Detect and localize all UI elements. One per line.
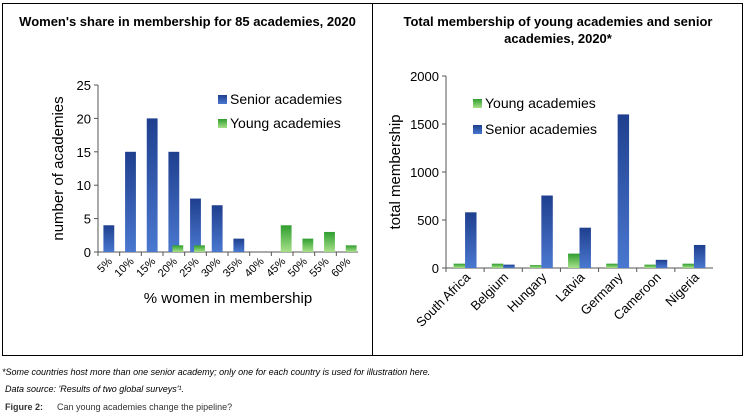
bar-senior-academies-35 <box>233 238 245 252</box>
bar-senior-academies-cameroon <box>655 259 668 268</box>
bar-senior-academies-south-africa <box>465 212 477 268</box>
bar-young-academies-60 <box>345 245 357 252</box>
x-tick-label-south-africa: South Africa <box>413 269 474 330</box>
bar-young-academies-45 <box>280 225 292 252</box>
bar-young-academies-latvia <box>568 253 580 268</box>
footnote-survey-note: *Some countries host more than one senio… <box>2 367 431 377</box>
y-tick-label: 0 <box>432 261 439 276</box>
bar-senior-academies-20 <box>168 151 180 252</box>
y-tick-label: 10 <box>77 178 91 193</box>
y-tick-label: 20 <box>77 111 91 126</box>
bar-young-academies-hungary <box>529 265 542 268</box>
legend-label-young-academies: Young academies <box>485 95 596 111</box>
bar-senior-academies-germany <box>617 114 630 269</box>
figure-caption-text: Can young academies change the pipeline? <box>57 402 233 412</box>
y-tick-label: 1500 <box>410 117 439 132</box>
bar-senior-academies-10 <box>125 151 136 252</box>
chart-title-left: Women's share in membership for 85 acade… <box>19 14 356 29</box>
figure-number: Figure 2: <box>5 402 44 412</box>
figure-caption: Figure 2: Can young academies change the … <box>5 402 232 412</box>
y-tick-label: 0 <box>84 245 91 260</box>
bar-young-academies-55 <box>324 231 335 252</box>
bar-young-academies-cameroon <box>644 264 656 268</box>
y-tick-label: 25 <box>77 78 91 93</box>
bar-senior-academies-30 <box>211 205 223 252</box>
legend-label-senior-academies: Senior academies <box>230 91 342 107</box>
legend-label-young-academies: Young academies <box>230 115 341 131</box>
x-tick-label-nigeria: Nigeria <box>662 269 702 309</box>
bar-senior-academies-25 <box>190 198 201 252</box>
legend-swatch-senior-academies <box>473 125 482 134</box>
legend-swatch-senior-academies <box>218 95 227 104</box>
bar-senior-academies-belgium <box>503 264 515 268</box>
legend-label-senior-academies: Senior academies <box>485 121 597 137</box>
bar-senior-academies-5 <box>103 225 115 252</box>
y-tick-label: 500 <box>417 213 439 228</box>
bar-senior-academies-hungary <box>541 195 553 268</box>
y-tick-label: 5 <box>84 212 91 227</box>
bar-senior-academies-15 <box>146 118 158 253</box>
x-tick-label-belgium: Belgium <box>468 270 512 314</box>
chart-right: 0 500 1000 1500 2000 South AfricaBelgiumHunga… <box>387 69 713 330</box>
chart-left: 05101520255%10%15%20%25%30%35%40%45%50%5… <box>50 78 358 307</box>
y-tick-label: 2000 <box>410 69 439 84</box>
bar-senior-academies-latvia <box>579 227 591 268</box>
bar-young-academies-south-africa <box>453 263 466 268</box>
legend-swatch-young-academies <box>473 99 482 108</box>
footnote-data-source: Data source: 'Results of two global surv… <box>5 384 185 394</box>
x-tick-label-hungary: Hungary <box>504 269 550 315</box>
x-tick-label-latvia: Latvia <box>552 269 588 305</box>
bar-young-academies-belgium <box>491 263 504 268</box>
bar-young-academies-germany <box>606 263 618 268</box>
bar-senior-academies-nigeria <box>693 244 706 268</box>
bar-young-academies-20 <box>172 245 184 252</box>
y-axis-label: number of academies <box>50 96 67 240</box>
chart-title-right: Total membership of young academies and … <box>403 14 713 46</box>
bar-young-academies-50 <box>302 238 314 252</box>
y-axis-label: total membership <box>387 114 404 229</box>
bar-young-academies-nigeria <box>682 263 694 268</box>
panel-divider <box>372 3 373 356</box>
bar-young-academies-25 <box>194 245 205 252</box>
y-tick-label: 15 <box>77 145 91 160</box>
x-axis-label: % women in membership <box>144 290 312 307</box>
y-tick-label: 1000 <box>410 165 439 180</box>
legend-swatch-young-academies <box>218 119 227 128</box>
